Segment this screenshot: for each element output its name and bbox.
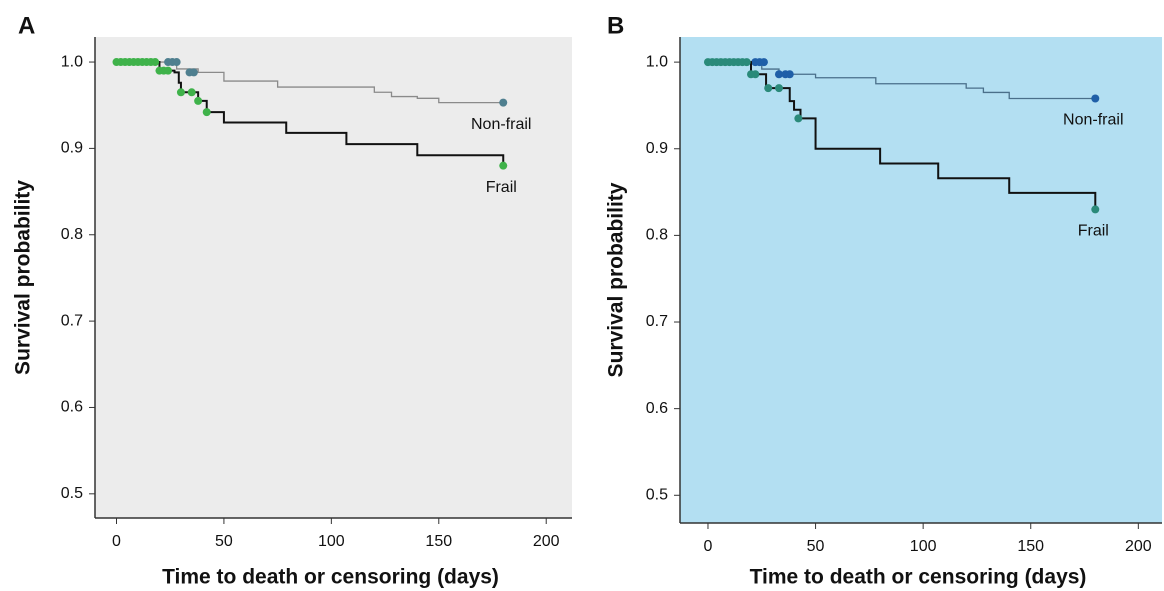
x-tick-label: 100 <box>910 538 937 555</box>
plot-background <box>680 37 1162 523</box>
y-tick-label: 1.0 <box>61 53 83 70</box>
x-tick-label: 200 <box>533 533 560 550</box>
y-tick-label: 0.8 <box>61 226 83 243</box>
censor-marker <box>764 84 773 93</box>
censor-marker <box>151 58 160 67</box>
curve-label: Frail <box>1078 223 1109 240</box>
x-tick-label: 100 <box>318 533 345 550</box>
censor-marker <box>499 98 508 107</box>
censor-marker <box>774 70 783 79</box>
x-axis-title: Time to death or censoring (days) <box>162 566 499 589</box>
curve-label: Non-frail <box>471 116 531 133</box>
y-axis-title: Survival probability <box>12 180 35 375</box>
plot-background <box>95 37 572 518</box>
censor-marker <box>751 70 760 79</box>
y-tick-label: 0.5 <box>646 486 668 503</box>
censor-marker <box>194 96 203 105</box>
x-tick-label: 200 <box>1125 538 1152 555</box>
y-tick-label: 0.9 <box>61 140 83 157</box>
censor-marker <box>742 58 751 67</box>
y-tick-label: 0.6 <box>646 400 668 417</box>
survival-curve <box>707 61 1097 210</box>
survival-curve <box>707 61 1096 100</box>
x-tick-label: 50 <box>807 538 825 555</box>
censor-marker <box>172 58 181 67</box>
censor-marker <box>1091 94 1100 103</box>
x-axis-title: Time to death or censoring (days) <box>750 566 1087 589</box>
censor-marker <box>794 114 803 123</box>
censor-marker <box>759 58 768 67</box>
censor-marker <box>176 88 185 97</box>
censor-marker <box>774 84 783 93</box>
curve-label: Non-frail <box>1063 112 1123 129</box>
x-tick-label: 150 <box>1017 538 1044 555</box>
y-tick-label: 0.6 <box>61 399 83 416</box>
x-tick-label: 150 <box>425 533 452 550</box>
y-tick-label: 0.7 <box>646 313 668 330</box>
censor-marker <box>189 68 198 77</box>
censor-marker <box>499 161 508 170</box>
y-tick-label: 0.5 <box>61 485 83 502</box>
y-tick-label: 0.8 <box>646 227 668 244</box>
censor-marker <box>1091 205 1100 214</box>
survival-curve <box>116 61 505 166</box>
y-tick-label: 1.0 <box>646 53 668 70</box>
panel-letter: A <box>18 12 35 39</box>
x-tick-label: 0 <box>112 533 121 550</box>
censor-marker <box>202 108 211 117</box>
censor-marker <box>785 70 794 79</box>
curve-label: Frail <box>486 179 517 196</box>
y-tick-label: 0.7 <box>61 312 83 329</box>
y-axis-title: Survival probability <box>605 182 628 377</box>
censor-marker <box>187 88 196 97</box>
x-tick-label: 50 <box>215 533 233 550</box>
censor-marker <box>164 66 173 75</box>
x-tick-label: 0 <box>704 538 713 555</box>
panel-letter: B <box>607 12 624 39</box>
y-tick-label: 0.9 <box>646 140 668 157</box>
